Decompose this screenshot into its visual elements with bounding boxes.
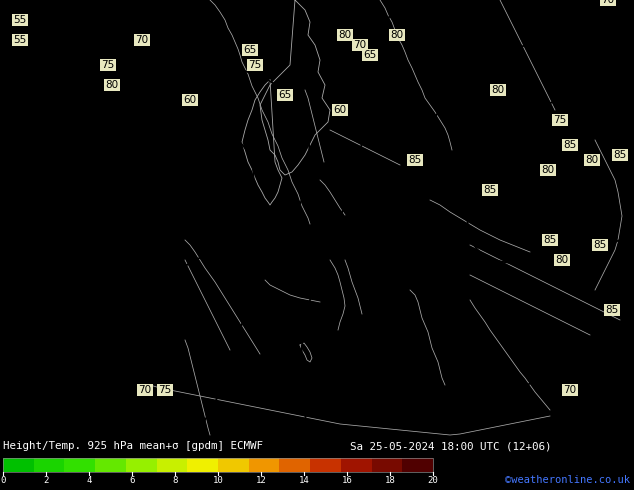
Text: 70: 70 [353,40,366,50]
Text: 65: 65 [243,45,257,55]
Bar [95,458,126,472]
Text: 60: 60 [183,95,197,105]
Bar [372,458,403,472]
Text: 85: 85 [543,235,557,245]
Text: 55: 55 [13,15,27,25]
Text: 80: 80 [585,155,598,165]
Text: 0: 0 [0,476,6,485]
Text: 14: 14 [299,476,309,485]
Text: 80: 80 [391,30,404,40]
Bar [34,458,65,472]
Text: 85: 85 [408,155,422,165]
Text: Sa 25-05-2024 18:00 UTC (12+06): Sa 25-05-2024 18:00 UTC (12+06) [350,441,552,451]
Text: 20: 20 [427,476,438,485]
Bar [218,458,249,472]
Text: 85: 85 [605,305,619,315]
Bar [280,458,310,472]
Text: 85: 85 [593,240,607,250]
Bar [341,458,372,472]
Text: 85: 85 [564,140,577,150]
Text: 70: 70 [138,385,152,395]
Text: 60: 60 [333,105,347,115]
Text: 80: 80 [541,165,555,175]
Bar [249,458,280,472]
Text: 70: 70 [564,385,576,395]
Text: 4: 4 [86,476,92,485]
Bar [310,458,341,472]
Text: 12: 12 [256,476,266,485]
Text: 55: 55 [13,35,27,45]
Text: 80: 80 [555,255,569,265]
Bar [3,458,433,472]
Text: 85: 85 [483,185,496,195]
Text: 10: 10 [212,476,223,485]
Text: 70: 70 [602,0,614,5]
Text: 75: 75 [249,60,262,70]
Text: 75: 75 [553,115,567,125]
Text: 18: 18 [385,476,396,485]
Text: 2: 2 [43,476,49,485]
Text: 16: 16 [342,476,353,485]
Text: 80: 80 [105,80,119,90]
Bar [157,458,187,472]
Bar [126,458,157,472]
Text: 8: 8 [172,476,178,485]
Text: Height/Temp. 925 hPa mean+σ [gpdm] ECMWF: Height/Temp. 925 hPa mean+σ [gpdm] ECMWF [3,441,263,451]
Text: 80: 80 [339,30,352,40]
Bar [187,458,218,472]
Text: 6: 6 [129,476,134,485]
Text: ©weatheronline.co.uk: ©weatheronline.co.uk [505,475,630,485]
Bar [65,458,95,472]
Text: 65: 65 [363,50,377,60]
Text: 70: 70 [136,35,148,45]
Text: 80: 80 [491,85,505,95]
Text: 65: 65 [278,90,292,100]
Text: 85: 85 [613,150,626,160]
Text: 75: 75 [101,60,115,70]
Text: 75: 75 [158,385,172,395]
Bar [403,458,433,472]
Bar [3,458,34,472]
